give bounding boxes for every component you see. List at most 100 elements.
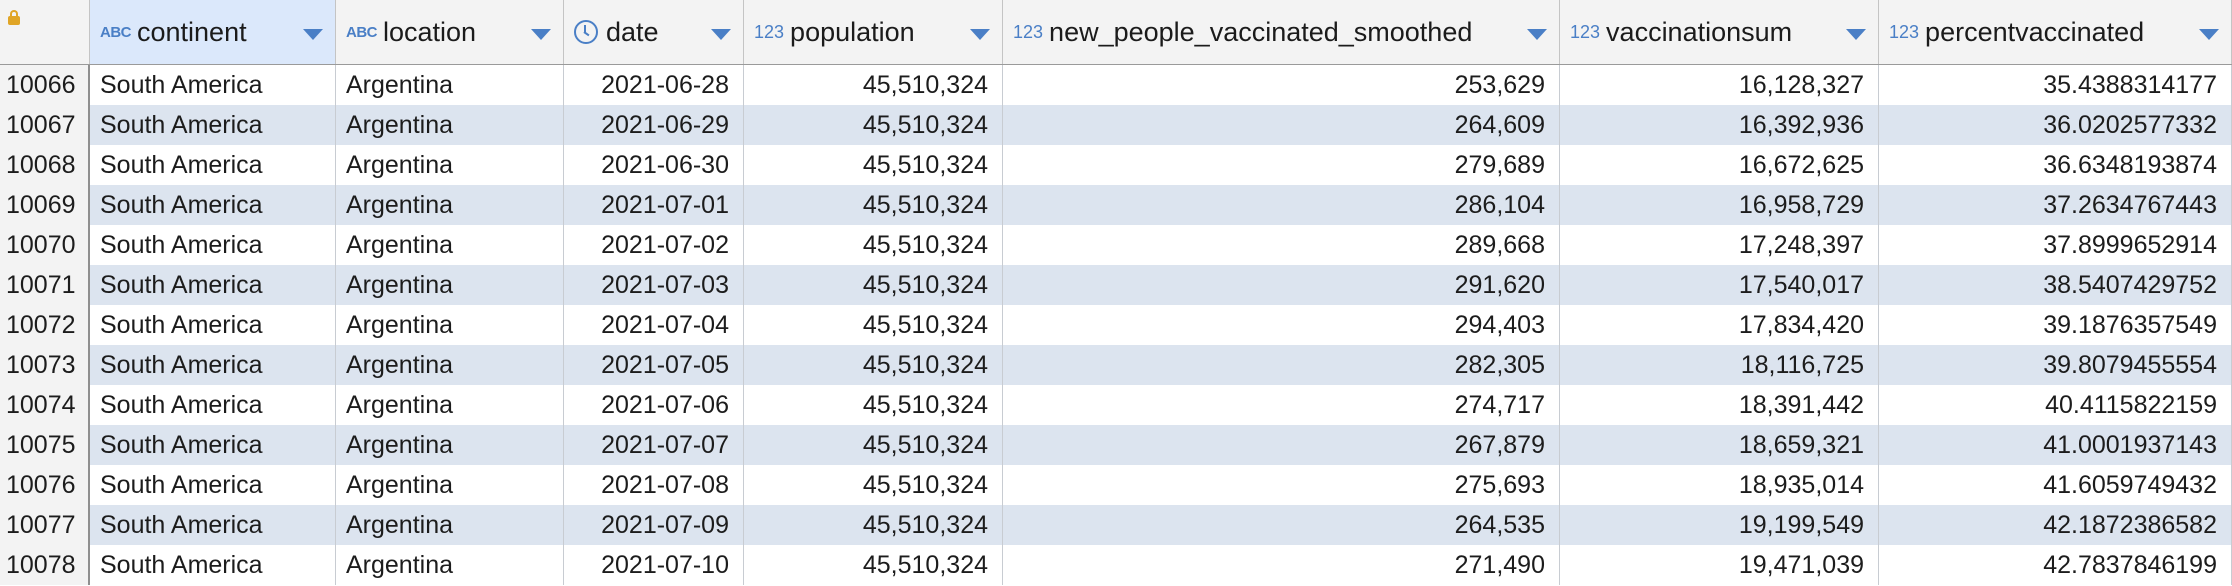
table-row[interactable]: 10072 South America Argentina 2021-07-04 45,… bbox=[0, 305, 2232, 345]
cell-percentvaccinated[interactable]: 40.4115822159 bbox=[1879, 385, 2232, 425]
cell-population[interactable]: 45,510,324 bbox=[744, 545, 1003, 585]
row-number-cell[interactable]: 10070 bbox=[0, 225, 90, 265]
cell-new-people-vaccinated-smoothed[interactable]: 275,693 bbox=[1003, 465, 1560, 505]
cell-new-people-vaccinated-smoothed[interactable]: 291,620 bbox=[1003, 265, 1560, 305]
cell-percentvaccinated[interactable]: 41.0001937143 bbox=[1879, 425, 2232, 465]
cell-vaccinationsum[interactable]: 18,116,725 bbox=[1560, 345, 1879, 385]
table-row[interactable]: 10068 South America Argentina 2021-06-30 45,… bbox=[0, 145, 2232, 185]
cell-vaccinationsum[interactable]: 16,958,729 bbox=[1560, 185, 1879, 225]
table-row[interactable]: 10073 South America Argentina 2021-07-05 45,… bbox=[0, 345, 2232, 385]
table-row[interactable]: 10071 South America Argentina 2021-07-03 45,… bbox=[0, 265, 2232, 305]
sort-dropdown-icon[interactable] bbox=[531, 29, 551, 40]
cell-vaccinationsum[interactable]: 16,392,936 bbox=[1560, 105, 1879, 145]
column-header-continent[interactable]: ABC continent bbox=[90, 0, 336, 64]
sort-dropdown-icon[interactable] bbox=[1527, 29, 1547, 40]
row-number-cell[interactable]: 10069 bbox=[0, 185, 90, 225]
row-number-cell[interactable]: 10073 bbox=[0, 345, 90, 385]
cell-new-people-vaccinated-smoothed[interactable]: 271,490 bbox=[1003, 545, 1560, 585]
cell-continent[interactable]: South America bbox=[90, 345, 336, 385]
cell-percentvaccinated[interactable]: 42.1872386582 bbox=[1879, 505, 2232, 545]
cell-location[interactable]: Argentina bbox=[336, 265, 564, 305]
row-number-cell[interactable]: 10075 bbox=[0, 425, 90, 465]
column-header-population[interactable]: 123 population bbox=[744, 0, 1003, 64]
cell-new-people-vaccinated-smoothed[interactable]: 264,609 bbox=[1003, 105, 1560, 145]
cell-vaccinationsum[interactable]: 16,128,327 bbox=[1560, 65, 1879, 105]
cell-vaccinationsum[interactable]: 17,248,397 bbox=[1560, 225, 1879, 265]
cell-location[interactable]: Argentina bbox=[336, 545, 564, 585]
table-row[interactable]: 10078 South America Argentina 2021-07-10 45,… bbox=[0, 545, 2232, 585]
cell-date[interactable]: 2021-07-05 bbox=[564, 345, 744, 385]
table-row[interactable]: 10076 South America Argentina 2021-07-08 45,… bbox=[0, 465, 2232, 505]
cell-percentvaccinated[interactable]: 42.7837846199 bbox=[1879, 545, 2232, 585]
cell-continent[interactable]: South America bbox=[90, 425, 336, 465]
cell-continent[interactable]: South America bbox=[90, 545, 336, 585]
cell-location[interactable]: Argentina bbox=[336, 465, 564, 505]
cell-new-people-vaccinated-smoothed[interactable]: 289,668 bbox=[1003, 225, 1560, 265]
cell-new-people-vaccinated-smoothed[interactable]: 282,305 bbox=[1003, 345, 1560, 385]
column-header-location[interactable]: ABC location bbox=[336, 0, 564, 64]
sort-dropdown-icon[interactable] bbox=[970, 29, 990, 40]
cell-percentvaccinated[interactable]: 36.6348193874 bbox=[1879, 145, 2232, 185]
cell-vaccinationsum[interactable]: 18,935,014 bbox=[1560, 465, 1879, 505]
cell-continent[interactable]: South America bbox=[90, 225, 336, 265]
cell-population[interactable]: 45,510,324 bbox=[744, 145, 1003, 185]
cell-new-people-vaccinated-smoothed[interactable]: 279,689 bbox=[1003, 145, 1560, 185]
cell-new-people-vaccinated-smoothed[interactable]: 267,879 bbox=[1003, 425, 1560, 465]
cell-vaccinationsum[interactable]: 19,199,549 bbox=[1560, 505, 1879, 545]
cell-continent[interactable]: South America bbox=[90, 145, 336, 185]
cell-location[interactable]: Argentina bbox=[336, 385, 564, 425]
cell-date[interactable]: 2021-07-04 bbox=[564, 305, 744, 345]
cell-location[interactable]: Argentina bbox=[336, 305, 564, 345]
row-number-cell[interactable]: 10068 bbox=[0, 145, 90, 185]
table-row[interactable]: 10069 South America Argentina 2021-07-01 45,… bbox=[0, 185, 2232, 225]
row-number-header[interactable] bbox=[0, 0, 90, 64]
cell-vaccinationsum[interactable]: 18,391,442 bbox=[1560, 385, 1879, 425]
sort-dropdown-icon[interactable] bbox=[2199, 29, 2219, 40]
cell-continent[interactable]: South America bbox=[90, 505, 336, 545]
cell-continent[interactable]: South America bbox=[90, 385, 336, 425]
cell-date[interactable]: 2021-07-07 bbox=[564, 425, 744, 465]
row-number-cell[interactable]: 10077 bbox=[0, 505, 90, 545]
cell-location[interactable]: Argentina bbox=[336, 185, 564, 225]
sort-dropdown-icon[interactable] bbox=[1846, 29, 1866, 40]
cell-population[interactable]: 45,510,324 bbox=[744, 185, 1003, 225]
cell-date[interactable]: 2021-06-28 bbox=[564, 65, 744, 105]
cell-percentvaccinated[interactable]: 35.4388314177 bbox=[1879, 65, 2232, 105]
cell-date[interactable]: 2021-07-02 bbox=[564, 225, 744, 265]
row-number-cell[interactable]: 10066 bbox=[0, 65, 90, 105]
sort-dropdown-icon[interactable] bbox=[711, 29, 731, 40]
column-header-date[interactable]: date bbox=[564, 0, 744, 64]
cell-population[interactable]: 45,510,324 bbox=[744, 425, 1003, 465]
row-number-cell[interactable]: 10078 bbox=[0, 545, 90, 585]
cell-vaccinationsum[interactable]: 19,471,039 bbox=[1560, 545, 1879, 585]
cell-date[interactable]: 2021-07-10 bbox=[564, 545, 744, 585]
cell-percentvaccinated[interactable]: 37.2634767443 bbox=[1879, 185, 2232, 225]
cell-population[interactable]: 45,510,324 bbox=[744, 105, 1003, 145]
table-row[interactable]: 10066 South America Argentina 2021-06-28 45,… bbox=[0, 65, 2232, 105]
cell-vaccinationsum[interactable]: 18,659,321 bbox=[1560, 425, 1879, 465]
row-number-cell[interactable]: 10076 bbox=[0, 465, 90, 505]
cell-date[interactable]: 2021-07-03 bbox=[564, 265, 744, 305]
cell-new-people-vaccinated-smoothed[interactable]: 294,403 bbox=[1003, 305, 1560, 345]
cell-new-people-vaccinated-smoothed[interactable]: 286,104 bbox=[1003, 185, 1560, 225]
cell-population[interactable]: 45,510,324 bbox=[744, 225, 1003, 265]
cell-population[interactable]: 45,510,324 bbox=[744, 305, 1003, 345]
cell-population[interactable]: 45,510,324 bbox=[744, 505, 1003, 545]
cell-date[interactable]: 2021-07-01 bbox=[564, 185, 744, 225]
cell-new-people-vaccinated-smoothed[interactable]: 264,535 bbox=[1003, 505, 1560, 545]
cell-population[interactable]: 45,510,324 bbox=[744, 345, 1003, 385]
cell-location[interactable]: Argentina bbox=[336, 65, 564, 105]
cell-location[interactable]: Argentina bbox=[336, 145, 564, 185]
cell-new-people-vaccinated-smoothed[interactable]: 274,717 bbox=[1003, 385, 1560, 425]
column-header-vaccinationsum[interactable]: 123 vaccinationsum bbox=[1560, 0, 1879, 64]
cell-location[interactable]: Argentina bbox=[336, 225, 564, 265]
cell-population[interactable]: 45,510,324 bbox=[744, 265, 1003, 305]
cell-date[interactable]: 2021-07-09 bbox=[564, 505, 744, 545]
cell-percentvaccinated[interactable]: 39.8079455554 bbox=[1879, 345, 2232, 385]
sort-dropdown-icon[interactable] bbox=[303, 29, 323, 40]
table-row[interactable]: 10074 South America Argentina 2021-07-06 45,… bbox=[0, 385, 2232, 425]
cell-location[interactable]: Argentina bbox=[336, 345, 564, 385]
table-row[interactable]: 10077 South America Argentina 2021-07-09 45,… bbox=[0, 505, 2232, 545]
table-row[interactable]: 10070 South America Argentina 2021-07-02 45,… bbox=[0, 225, 2232, 265]
cell-location[interactable]: Argentina bbox=[336, 505, 564, 545]
